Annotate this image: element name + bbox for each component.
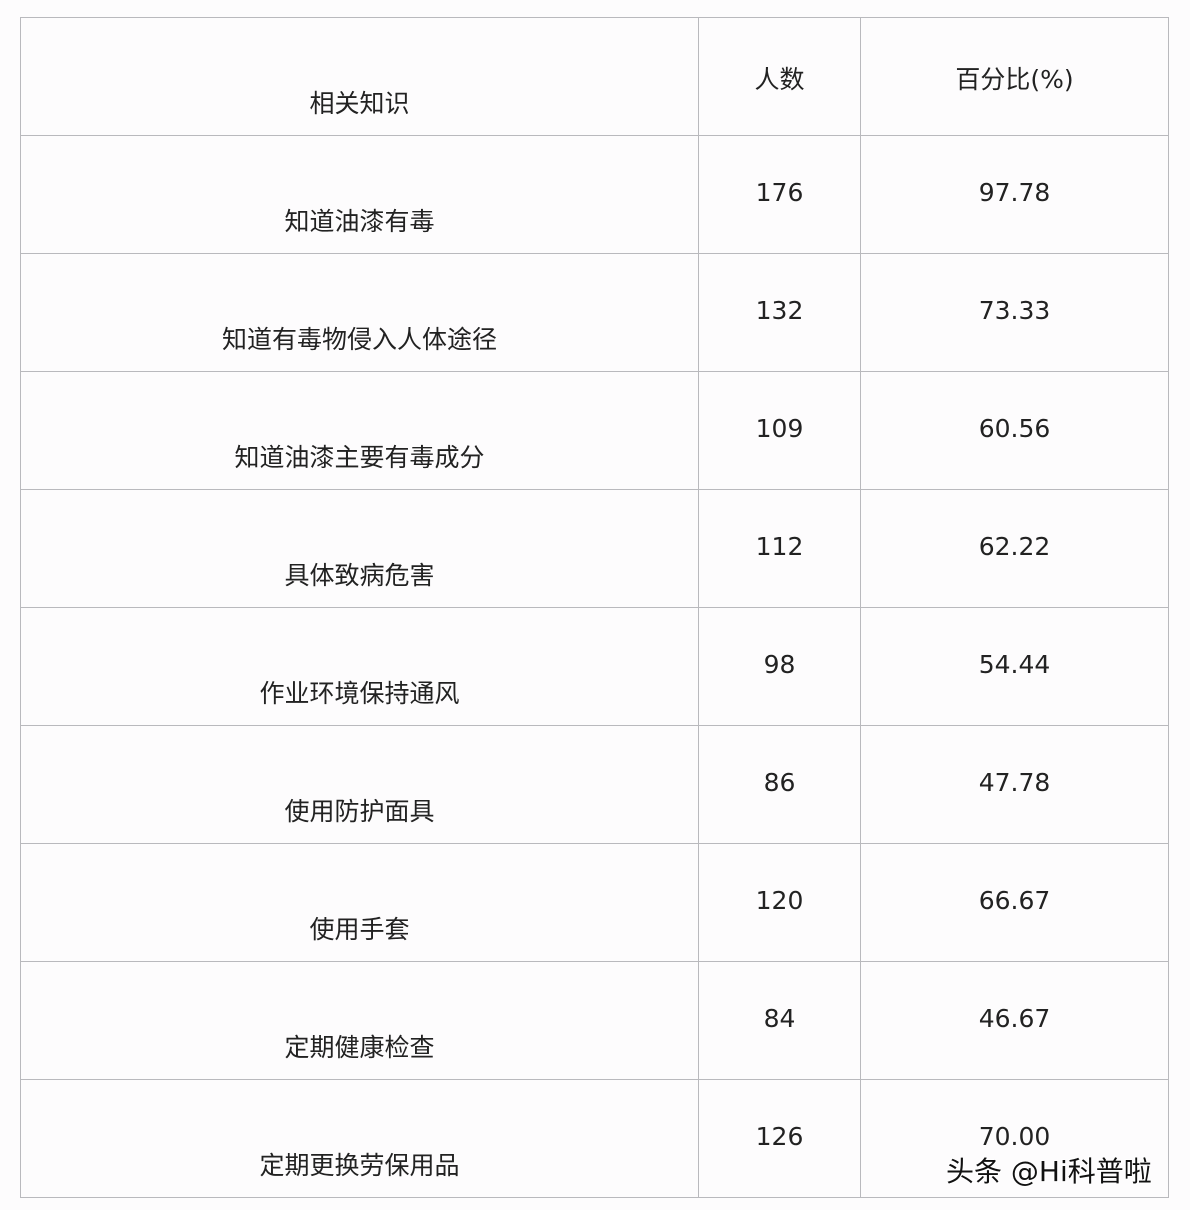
knowledge-text: 知道有毒物侵入人体途径 (221, 325, 497, 354)
header-cell: 百分比(%) (861, 18, 1169, 135)
knowledge-text: 定期更换劳保用品 (259, 1151, 460, 1180)
cell-knowledge: 具体致病危害 (21, 490, 699, 607)
table-row: 知道油漆主要有毒成分 109 60.56 (21, 372, 1169, 490)
knowledge-text: 使用手套 (309, 915, 410, 944)
header-cell: 相关知识 (21, 18, 699, 135)
cell-knowledge: 知道油漆有毒 (21, 136, 699, 253)
cell-count: 86 (699, 726, 861, 843)
knowledge-text: 作业环境保持通风 (259, 679, 460, 708)
count-text: 126 (755, 1122, 804, 1151)
knowledge-text: 知道油漆主要有毒成分 (234, 443, 485, 472)
table-row: 知道有毒物侵入人体途径 132 73.33 (21, 254, 1169, 372)
knowledge-text: 使用防护面具 (284, 797, 435, 826)
count-text: 120 (755, 886, 804, 915)
cell-knowledge: 知道有毒物侵入人体途径 (21, 254, 699, 371)
percent-text: 60.56 (978, 414, 1051, 443)
header-percent: 百分比(%) (955, 65, 1074, 94)
table-row: 作业环境保持通风 98 54.44 (21, 608, 1169, 726)
table-row: 知道油漆有毒 176 97.78 (21, 136, 1169, 254)
cell-knowledge: 作业环境保持通风 (21, 608, 699, 725)
count-text: 109 (755, 414, 804, 443)
percent-text: 73.33 (978, 296, 1051, 325)
count-text: 176 (755, 178, 804, 207)
knowledge-table: 相关知识 人数 百分比(%) 知道油漆有毒 176 97.78 知道有毒物侵入人体途径… (20, 17, 1169, 1198)
cell-count: 109 (699, 372, 861, 489)
cell-percent: 62.22 (861, 490, 1169, 607)
knowledge-text: 具体致病危害 (284, 561, 435, 590)
knowledge-text: 知道油漆有毒 (284, 207, 435, 236)
cell-percent: 66.67 (861, 844, 1169, 961)
table-row: 使用手套 120 66.67 (21, 844, 1169, 962)
cell-percent: 97.78 (861, 136, 1169, 253)
cell-count: 84 (699, 962, 861, 1079)
cell-count: 98 (699, 608, 861, 725)
count-text: 132 (755, 296, 804, 325)
percent-text: 54.44 (978, 650, 1051, 679)
percent-text: 47.78 (978, 768, 1051, 797)
percent-text: 66.67 (978, 886, 1051, 915)
table-row: 定期健康检查 84 46.67 (21, 962, 1169, 1080)
cell-count: 120 (699, 844, 861, 961)
cell-percent: 70.00 (861, 1080, 1169, 1197)
cell-count: 112 (699, 490, 861, 607)
table-header-row: 相关知识 人数 百分比(%) (21, 18, 1169, 136)
count-text: 98 (763, 650, 796, 679)
table-row: 使用防护面具 86 47.78 (21, 726, 1169, 844)
cell-knowledge: 知道油漆主要有毒成分 (21, 372, 699, 489)
percent-text: 70.00 (978, 1122, 1051, 1151)
cell-count: 176 (699, 136, 861, 253)
table-row: 具体致病危害 112 62.22 (21, 490, 1169, 608)
count-text: 84 (763, 1004, 796, 1033)
knowledge-text: 定期健康检查 (284, 1033, 435, 1062)
table-row: 定期更换劳保用品 126 70.00 (21, 1080, 1169, 1198)
count-text: 112 (755, 532, 804, 561)
cell-percent: 47.78 (861, 726, 1169, 843)
cell-count: 126 (699, 1080, 861, 1197)
watermark: 头条 @Hi科普啦 (946, 1155, 1152, 1188)
percent-text: 97.78 (978, 178, 1051, 207)
cell-count: 132 (699, 254, 861, 371)
header-cell: 人数 (699, 18, 861, 135)
cell-percent: 73.33 (861, 254, 1169, 371)
cell-percent: 46.67 (861, 962, 1169, 1079)
percent-text: 62.22 (978, 532, 1051, 561)
cell-percent: 54.44 (861, 608, 1169, 725)
header-knowledge: 相关知识 (309, 89, 410, 118)
header-count: 人数 (754, 65, 805, 94)
cell-knowledge: 定期健康检查 (21, 962, 699, 1079)
count-text: 86 (763, 768, 796, 797)
cell-knowledge: 使用防护面具 (21, 726, 699, 843)
cell-percent: 60.56 (861, 372, 1169, 489)
cell-knowledge: 定期更换劳保用品 (21, 1080, 699, 1197)
percent-text: 46.67 (978, 1004, 1051, 1033)
cell-knowledge: 使用手套 (21, 844, 699, 961)
